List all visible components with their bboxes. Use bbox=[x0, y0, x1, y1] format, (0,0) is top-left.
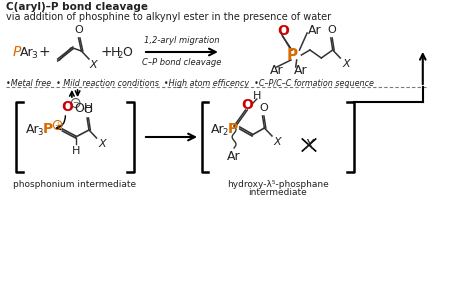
Text: •Metal free  • Mild reaction conditions  •High atom efficency  •C–P/C–C formatio: •Metal free • Mild reaction conditions •… bbox=[6, 79, 373, 88]
Text: C–P bond cleavage: C–P bond cleavage bbox=[142, 58, 221, 67]
Text: 3: 3 bbox=[31, 50, 37, 60]
Text: +: + bbox=[39, 45, 50, 59]
Text: P: P bbox=[227, 122, 237, 136]
Text: X: X bbox=[273, 137, 281, 147]
Text: 3: 3 bbox=[38, 127, 43, 137]
Text: hydroxy-λ⁵-phosphane: hydroxy-λ⁵-phosphane bbox=[226, 180, 328, 189]
Text: H: H bbox=[71, 146, 80, 156]
Text: O: O bbox=[258, 103, 267, 113]
Text: X: X bbox=[304, 138, 313, 152]
Text: intermediate: intermediate bbox=[248, 188, 306, 197]
Text: X: X bbox=[90, 60, 97, 70]
Text: P: P bbox=[286, 48, 297, 63]
Text: O: O bbox=[83, 105, 92, 115]
Text: H: H bbox=[253, 91, 261, 101]
Text: O: O bbox=[241, 98, 253, 112]
Text: Ar: Ar bbox=[20, 45, 33, 59]
Text: −: − bbox=[72, 99, 79, 107]
Text: OH: OH bbox=[74, 102, 94, 115]
Text: O: O bbox=[122, 45, 132, 59]
Text: 2: 2 bbox=[117, 50, 122, 60]
Text: Ar: Ar bbox=[270, 64, 283, 76]
Text: X: X bbox=[341, 59, 349, 69]
Text: O: O bbox=[277, 24, 289, 38]
Text: +: + bbox=[100, 45, 112, 59]
Text: X: X bbox=[98, 139, 106, 149]
Text: 2: 2 bbox=[222, 127, 227, 137]
Text: Ar: Ar bbox=[293, 64, 307, 76]
Text: O: O bbox=[61, 100, 73, 114]
Text: phosphonium intermediate: phosphonium intermediate bbox=[13, 180, 136, 189]
Text: via addition of phosphine to alkynyl ester in the presence of water: via addition of phosphine to alkynyl est… bbox=[6, 12, 331, 22]
Text: Ar: Ar bbox=[211, 122, 225, 135]
Text: Ar: Ar bbox=[307, 24, 321, 37]
Text: Ar: Ar bbox=[227, 150, 240, 163]
Text: +: + bbox=[55, 121, 61, 130]
FancyArrowPatch shape bbox=[56, 116, 65, 130]
Text: P: P bbox=[42, 122, 53, 136]
Text: O: O bbox=[74, 25, 83, 35]
Text: 1,2-aryl migration: 1,2-aryl migration bbox=[144, 36, 219, 45]
Text: O: O bbox=[327, 25, 336, 35]
Text: C(aryl)–P bond cleavage: C(aryl)–P bond cleavage bbox=[6, 2, 148, 12]
Text: Ar: Ar bbox=[26, 122, 40, 135]
Text: P: P bbox=[12, 45, 20, 59]
Text: H: H bbox=[110, 45, 120, 59]
